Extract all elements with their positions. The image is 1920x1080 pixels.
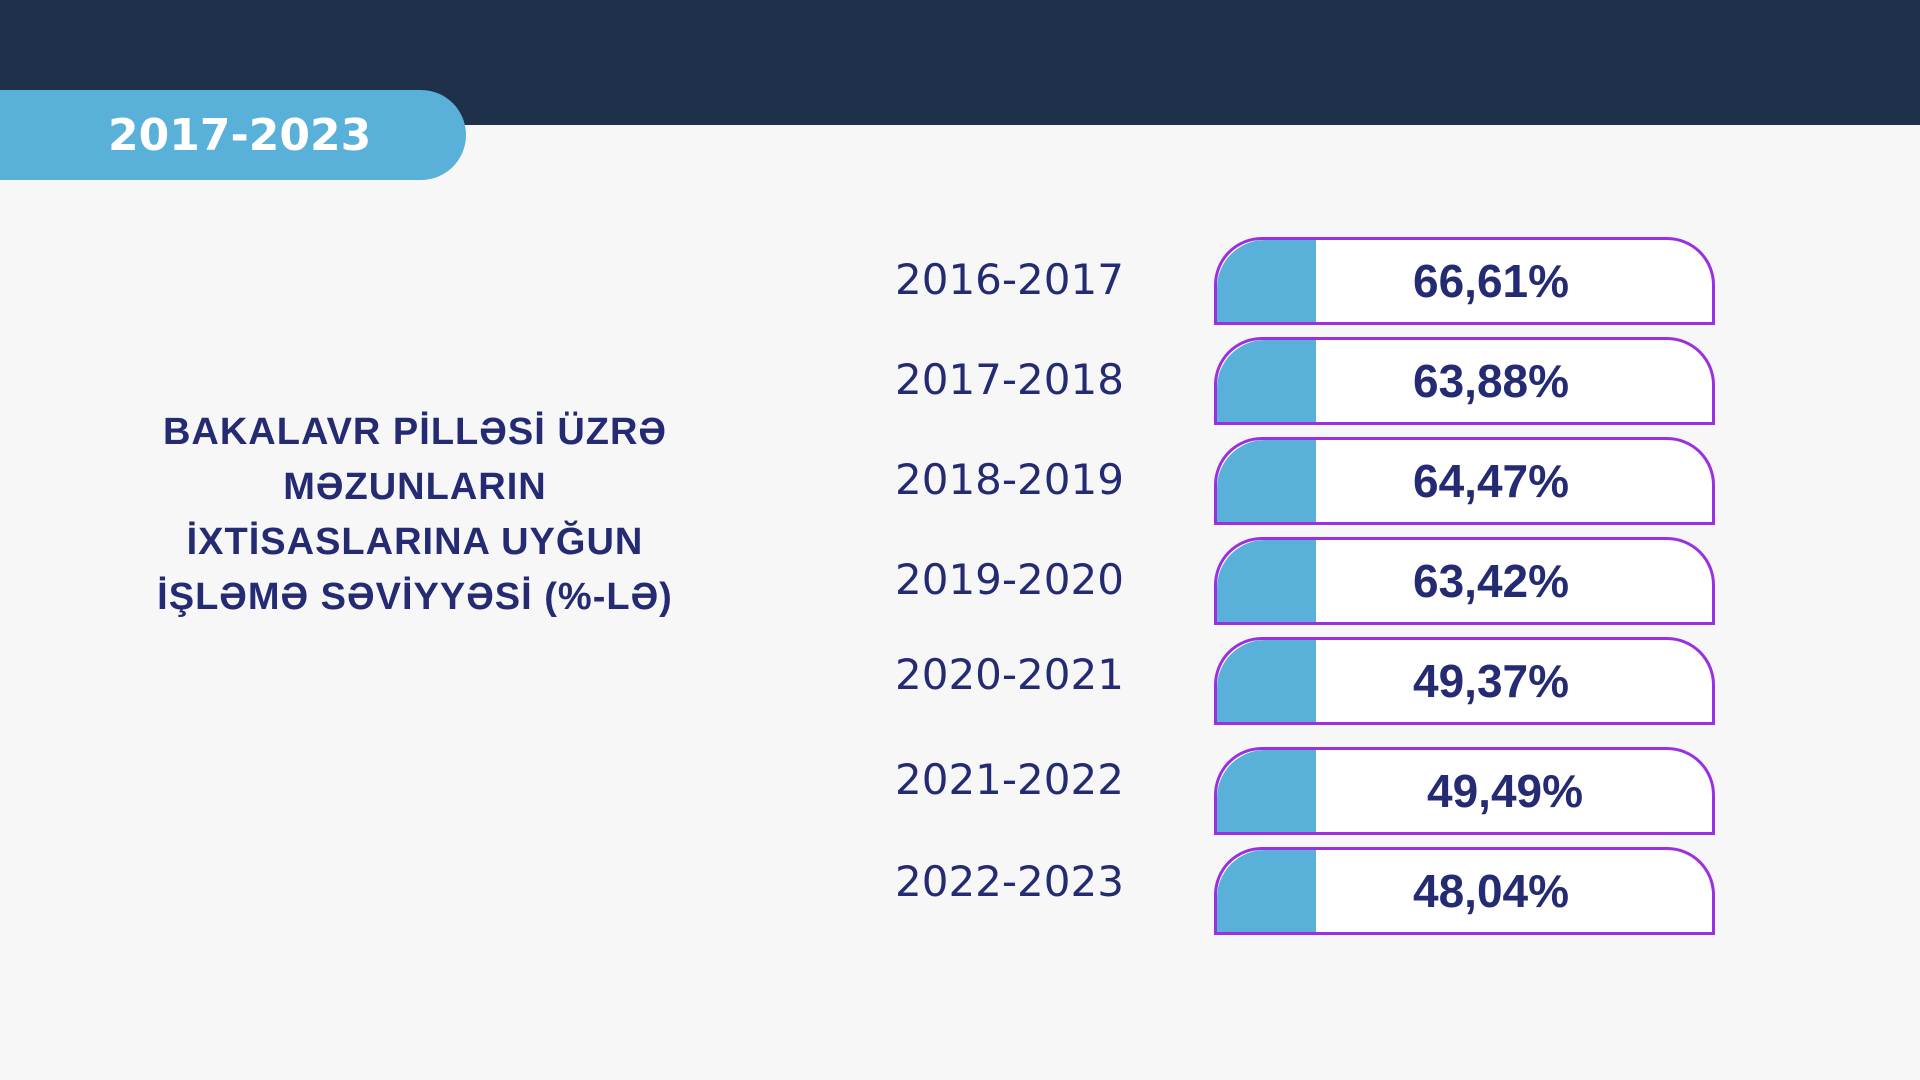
value-box-tab (1217, 850, 1316, 932)
value-box-tab (1217, 640, 1316, 722)
title-line-2: MƏZUNLARIN (283, 466, 547, 508)
value-box: 49,49% (1214, 747, 1715, 835)
value-box: 63,88% (1214, 337, 1715, 425)
title-line-4: İŞLƏMƏ SƏVİYYƏSİ (%-LƏ) (157, 576, 673, 618)
value-label: 49,37% (1413, 655, 1570, 707)
range-label: 2017-2023 (108, 109, 372, 161)
value-label: 64,47% (1413, 455, 1570, 507)
range-badge: 2017-2023 (0, 90, 466, 180)
year-label: 2019-2020 (895, 555, 1124, 604)
year-label: 2018-2019 (895, 455, 1124, 504)
year-label: 2017-2018 (895, 355, 1124, 404)
value-box: 49,37% (1214, 637, 1715, 725)
year-label: 2021-2022 (895, 755, 1124, 804)
value-label: 63,42% (1413, 555, 1570, 607)
title-line-3: İXTİSASLARINA UYĞUN (186, 521, 644, 563)
year-label: 2020-2021 (895, 650, 1124, 699)
value-box: 66,61% (1214, 237, 1715, 325)
value-box-tab (1217, 750, 1316, 832)
value-box: 63,42% (1214, 537, 1715, 625)
value-box-tab (1217, 540, 1316, 622)
value-label: 49,49% (1427, 765, 1584, 817)
value-label: 63,88% (1413, 355, 1570, 407)
year-label: 2016-2017 (895, 255, 1124, 304)
title-line-1: BAKALAVR PİLLƏSİ ÜZRƏ (162, 411, 667, 453)
value-box-tab (1217, 440, 1316, 522)
value-box-tab (1217, 340, 1316, 422)
value-box: 48,04% (1214, 847, 1715, 935)
value-box: 64,47% (1214, 437, 1715, 525)
page-title: BAKALAVR PİLLƏSİ ÜZRƏ MƏZUNLARIN İXTİSAS… (130, 405, 700, 625)
value-label: 48,04% (1413, 865, 1570, 917)
value-label: 66,61% (1413, 255, 1570, 307)
year-label: 2022-2023 (895, 857, 1124, 906)
value-box-tab (1217, 240, 1316, 322)
